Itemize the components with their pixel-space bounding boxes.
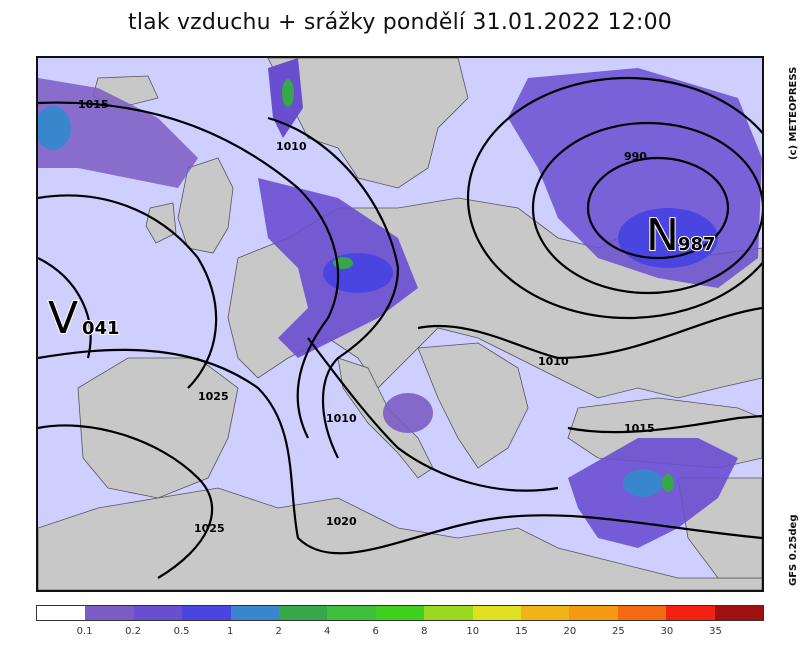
precip-eastern-med-core (623, 469, 663, 497)
isobar-high (38, 257, 92, 359)
precip-northwest (38, 78, 198, 188)
legend-label: 10 (466, 626, 480, 637)
model-label: GFS 0.25deg (788, 514, 799, 587)
legend-bin (279, 606, 328, 620)
isobar-east-1010 (417, 306, 762, 360)
isobar-1025-south (38, 424, 214, 579)
land-north-africa (38, 487, 762, 590)
legend-label: 2 (275, 626, 282, 637)
legend-bin (37, 606, 86, 620)
isobar-east-1015 (567, 414, 762, 434)
precip-central-europe-core (323, 253, 393, 293)
map-canvas: 1015 1010 1025 1010 1025 1020 990 1010 1… (38, 58, 762, 590)
land-scandinavia (267, 58, 469, 189)
legend-label: 15 (514, 626, 528, 637)
precip-balkans (383, 393, 433, 433)
legend-bin (327, 606, 376, 620)
isobar-label: 1015 (624, 422, 655, 435)
land-britain (177, 157, 234, 254)
isobar-low-outer (466, 76, 762, 320)
land-iberia (77, 357, 239, 499)
legend-label: 0.5 (173, 626, 190, 637)
precipitation-areas (38, 58, 762, 548)
isobar-label-group: 1015 1010 1025 1010 1025 1020 990 1010 1… (78, 98, 655, 535)
precip-eastern-med-hi (662, 474, 674, 492)
legend-bin (182, 606, 231, 620)
isobars (38, 76, 762, 579)
pressure-centers: V 041 N 987 (47, 209, 717, 345)
legend-bin (424, 606, 473, 620)
isobar-1025-north (38, 194, 218, 389)
legend-bin (375, 606, 425, 620)
legend-label: 8 (421, 626, 428, 637)
legend-label: 1 (226, 626, 234, 637)
isobar-1020 (38, 348, 762, 555)
low-pressure-value: 987 (678, 234, 716, 255)
isobar-1010 (267, 116, 400, 459)
isobar-label: 990 (624, 150, 647, 163)
legend-bin (472, 606, 522, 620)
isobar-mid (307, 337, 559, 492)
isobar-label: 1010 (538, 355, 569, 368)
isobar-label: 1010 (276, 140, 307, 153)
copyright-label: (c) METEOPRESS (788, 66, 799, 160)
legend-bin (617, 606, 667, 620)
legend-label: 4 (324, 626, 331, 637)
legend-bin (714, 606, 764, 620)
low-pressure-letter: N (646, 210, 679, 261)
precip-northwest-core (38, 106, 71, 150)
legend-label: 20 (563, 626, 577, 637)
legend-bin (133, 606, 183, 620)
precipitation-legend (36, 605, 764, 621)
legend-bin (521, 606, 570, 620)
legend-bin (666, 606, 715, 620)
precip-norway-core (282, 79, 294, 107)
isobar-1015 (38, 101, 340, 439)
high-pressure-letter: V (48, 293, 78, 344)
weather-map: 1015 1010 1025 1010 1025 1020 990 1010 1… (36, 56, 764, 592)
legend-bin (230, 606, 280, 620)
precip-low-core (618, 208, 718, 268)
high-pressure-value: 041 (82, 318, 120, 339)
isobar-low-middle (531, 121, 762, 295)
legend-label: 0.2 (125, 626, 142, 637)
legend-label: 25 (612, 626, 625, 637)
legend-label: 30 (660, 626, 674, 637)
legend-label: 0.1 (76, 626, 93, 637)
isobar-low-inner (586, 156, 730, 260)
legend-bin (569, 606, 618, 620)
isobar-label: 1025 (194, 522, 225, 535)
map-title: tlak vzduchu + srážky pondělí 31.01.2022… (128, 10, 672, 35)
isobar-label: 1020 (326, 515, 357, 528)
isobar-label: 1010 (326, 412, 357, 425)
land-balkans (417, 342, 529, 469)
legend-labels: 0.1 0.2 0.5 1 2 4 6 8 10 15 20 25 30 35 (36, 626, 764, 642)
legend-bin (85, 606, 134, 620)
legend-label: 35 (709, 626, 722, 637)
legend-label: 6 (372, 626, 379, 637)
isobar-label: 1025 (198, 390, 229, 403)
isobar-label: 1015 (78, 98, 109, 111)
